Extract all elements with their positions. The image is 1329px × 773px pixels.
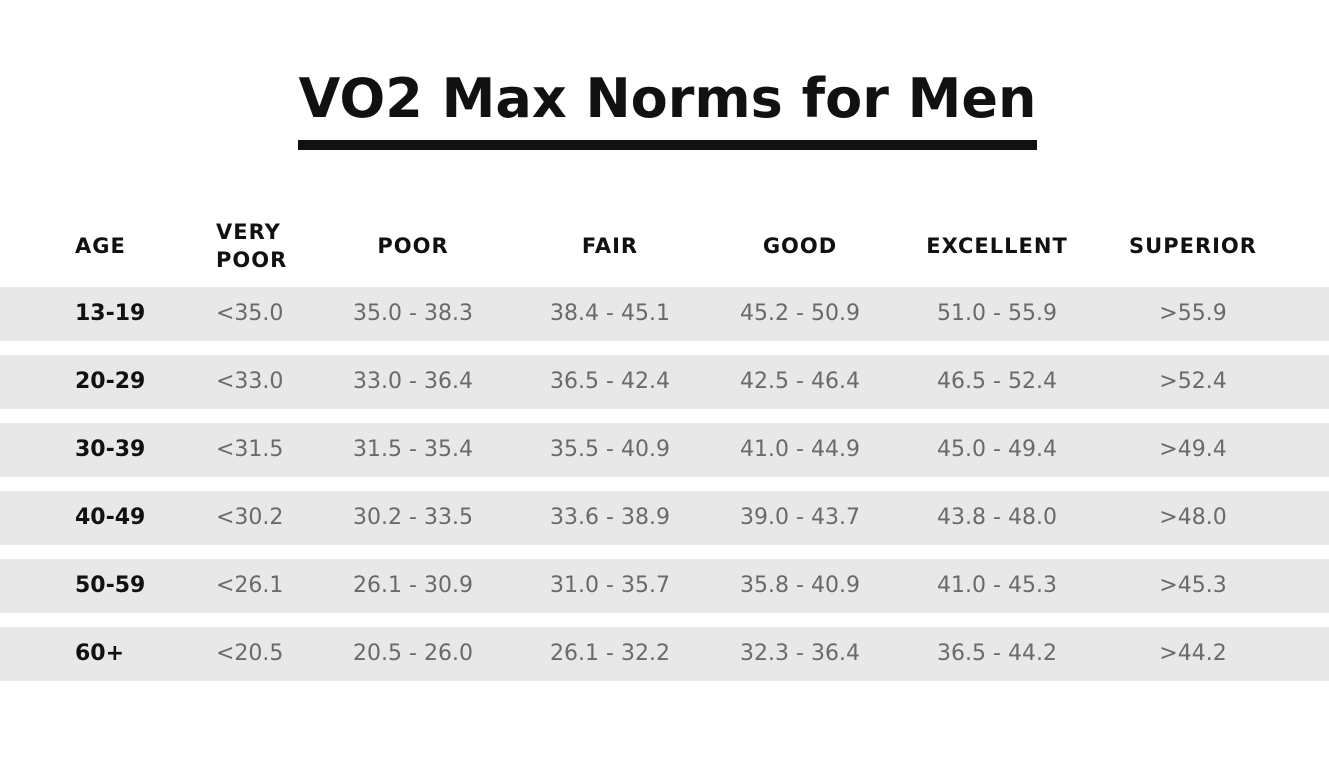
cell-excellent: 36.5 - 44.2 [937, 641, 1057, 666]
cell-poor: 33.0 - 36.4 [353, 369, 473, 394]
cell-good: 42.5 - 46.4 [740, 369, 860, 394]
table-row: 50-59 <26.1 26.1 - 30.9 31.0 - 35.7 35.8 - 4… [0, 559, 1329, 613]
header-age: AGE [75, 234, 126, 258]
cell-superior: >55.9 [1159, 301, 1227, 326]
cell-poor: 30.2 - 33.5 [353, 505, 473, 530]
cell-age: 30-39 [75, 437, 146, 462]
cell-age: 50-59 [75, 573, 146, 598]
cell-very-poor: <33.0 [216, 369, 284, 394]
cell-good: 35.8 - 40.9 [740, 573, 860, 598]
header-excellent: EXCELLENT [926, 234, 1068, 258]
cell-superior: >45.3 [1159, 573, 1227, 598]
header-fair: FAIR [581, 234, 639, 258]
cell-poor: 20.5 - 26.0 [353, 641, 473, 666]
header-very-poor-line1: VERY [216, 220, 281, 244]
cell-excellent: 46.5 - 52.4 [937, 369, 1057, 394]
header-poor: POOR [377, 234, 449, 258]
cell-fair: 26.1 - 32.2 [550, 641, 670, 666]
cell-poor: 26.1 - 30.9 [353, 573, 473, 598]
cell-excellent: 51.0 - 55.9 [937, 301, 1057, 326]
header-superior: SUPERIOR [1129, 234, 1257, 258]
cell-age: 20-29 [75, 369, 146, 394]
cell-superior: >44.2 [1159, 641, 1227, 666]
cell-superior: >49.4 [1159, 437, 1227, 462]
header-very-poor-line2: POOR [216, 248, 288, 272]
table-row: 13-19 <35.0 35.0 - 38.3 38.4 - 45.1 45.2 - 5… [0, 287, 1329, 341]
cell-very-poor: <26.1 [216, 573, 284, 598]
title-underline [298, 140, 1037, 150]
cell-age: 40-49 [75, 505, 146, 530]
cell-age: 60+ [75, 641, 125, 666]
cell-fair: 35.5 - 40.9 [550, 437, 670, 462]
header-good: GOOD [762, 234, 838, 258]
cell-fair: 31.0 - 35.7 [550, 573, 670, 598]
cell-very-poor: <20.5 [216, 641, 284, 666]
cell-fair: 38.4 - 45.1 [550, 301, 670, 326]
cell-age: 13-19 [75, 301, 146, 326]
cell-excellent: 43.8 - 48.0 [937, 505, 1057, 530]
table-row: 60+ <20.5 20.5 - 26.0 26.1 - 32.2 32.3 - 36.… [0, 627, 1329, 681]
cell-poor: 31.5 - 35.4 [353, 437, 473, 462]
cell-superior: >48.0 [1159, 505, 1227, 530]
table-row: 20-29 <33.0 33.0 - 36.4 36.5 - 42.4 42.5 - 4… [0, 355, 1329, 409]
cell-fair: 33.6 - 38.9 [550, 505, 670, 530]
table-row: 30-39 <31.5 31.5 - 35.4 35.5 - 40.9 41.0 - 4… [0, 423, 1329, 477]
table-row: 40-49 <30.2 30.2 - 33.5 33.6 - 38.9 39.0 - 4… [0, 491, 1329, 545]
cell-very-poor: <31.5 [216, 437, 284, 462]
cell-fair: 36.5 - 42.4 [550, 369, 670, 394]
cell-excellent: 41.0 - 45.3 [937, 573, 1057, 598]
cell-good: 32.3 - 36.4 [740, 641, 860, 666]
cell-good: 41.0 - 44.9 [740, 437, 860, 462]
cell-very-poor: <30.2 [216, 505, 284, 530]
page-title: VO2 Max Norms for Men [298, 67, 1037, 130]
cell-poor: 35.0 - 38.3 [353, 301, 473, 326]
cell-superior: >52.4 [1159, 369, 1227, 394]
cell-excellent: 45.0 - 49.4 [937, 437, 1057, 462]
cell-very-poor: <35.0 [216, 301, 284, 326]
header-very-poor: VERY POOR [216, 215, 326, 277]
table-header-row: AGE VERY POOR POOR FAIR GOOD EXCELLENT S… [0, 215, 1329, 277]
cell-good: 45.2 - 50.9 [740, 301, 860, 326]
cell-good: 39.0 - 43.7 [740, 505, 860, 530]
